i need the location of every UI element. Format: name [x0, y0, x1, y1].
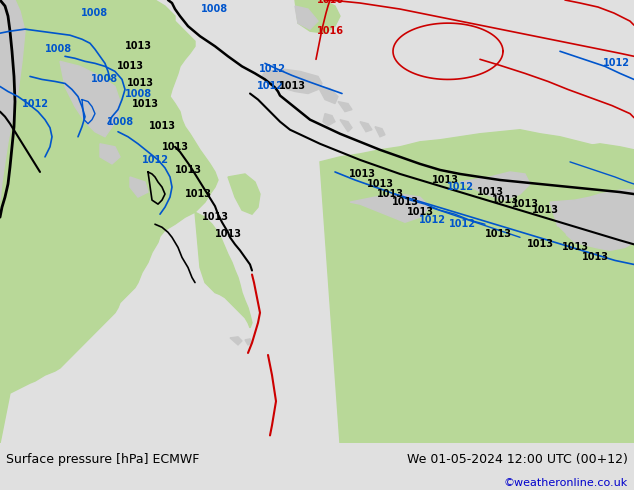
Text: 1013: 1013 — [214, 229, 242, 239]
Polygon shape — [230, 337, 242, 345]
Polygon shape — [130, 177, 148, 197]
Polygon shape — [460, 172, 530, 200]
Text: 1013: 1013 — [366, 179, 394, 189]
Text: 1013: 1013 — [477, 187, 503, 197]
Text: 1012: 1012 — [22, 98, 48, 109]
Text: 1008: 1008 — [202, 4, 229, 14]
Text: 1013: 1013 — [124, 41, 152, 51]
Text: Surface pressure [hPa] ECMWF: Surface pressure [hPa] ECMWF — [6, 453, 200, 466]
Text: 1013: 1013 — [491, 195, 519, 205]
Polygon shape — [338, 101, 352, 112]
Text: 1008: 1008 — [81, 8, 108, 18]
Text: 1008: 1008 — [44, 44, 72, 54]
Polygon shape — [262, 70, 322, 94]
Text: 1012: 1012 — [446, 182, 474, 192]
Text: 1013: 1013 — [174, 165, 202, 175]
Polygon shape — [100, 144, 120, 164]
Text: 1012: 1012 — [141, 155, 169, 165]
Polygon shape — [195, 212, 252, 328]
Polygon shape — [60, 61, 120, 137]
Polygon shape — [540, 227, 565, 245]
Text: 1013: 1013 — [127, 78, 153, 89]
Text: 1012: 1012 — [602, 58, 630, 68]
Text: 1013: 1013 — [512, 199, 538, 209]
Text: 1013: 1013 — [406, 207, 434, 217]
Text: 1013: 1013 — [581, 252, 609, 263]
Text: 1013: 1013 — [432, 175, 458, 185]
Polygon shape — [580, 144, 634, 164]
Polygon shape — [245, 339, 252, 345]
Text: 1013: 1013 — [526, 239, 553, 249]
Text: 1013: 1013 — [377, 189, 403, 199]
Polygon shape — [350, 194, 430, 222]
Text: 1008: 1008 — [124, 89, 152, 98]
Text: 1012: 1012 — [418, 215, 446, 225]
Text: 1016: 1016 — [316, 26, 344, 36]
Polygon shape — [295, 6, 318, 29]
Text: 1013: 1013 — [148, 121, 176, 131]
Text: 1013: 1013 — [131, 98, 158, 109]
Text: 1013: 1013 — [392, 197, 418, 207]
Text: 1013: 1013 — [531, 205, 559, 215]
Text: 1013: 1013 — [184, 189, 212, 199]
Polygon shape — [228, 174, 260, 214]
Text: We 01-05-2024 12:00 UTC (00+12): We 01-05-2024 12:00 UTC (00+12) — [407, 453, 628, 466]
Polygon shape — [375, 127, 385, 137]
Text: 1012: 1012 — [448, 219, 476, 229]
Text: 1013: 1013 — [162, 142, 188, 152]
Text: 1012: 1012 — [259, 64, 285, 74]
Polygon shape — [320, 130, 634, 443]
Text: 1013: 1013 — [349, 169, 375, 179]
Text: 1013: 1013 — [484, 229, 512, 239]
Polygon shape — [360, 122, 372, 132]
Text: 1008: 1008 — [107, 117, 134, 127]
Polygon shape — [340, 120, 352, 132]
Polygon shape — [323, 114, 335, 126]
Text: 1012: 1012 — [257, 81, 283, 92]
Text: ©weatheronline.co.uk: ©weatheronline.co.uk — [503, 478, 628, 488]
Text: 1013: 1013 — [278, 81, 306, 92]
Text: 1013: 1013 — [202, 212, 228, 222]
Polygon shape — [295, 0, 340, 33]
Text: 1008: 1008 — [91, 74, 119, 84]
Polygon shape — [0, 0, 218, 443]
Polygon shape — [0, 0, 25, 201]
Polygon shape — [550, 190, 634, 250]
Text: 1013: 1013 — [562, 243, 588, 252]
Text: 1013: 1013 — [117, 61, 143, 72]
Polygon shape — [480, 204, 510, 220]
Text: 1016: 1016 — [316, 0, 344, 5]
Polygon shape — [318, 86, 338, 103]
